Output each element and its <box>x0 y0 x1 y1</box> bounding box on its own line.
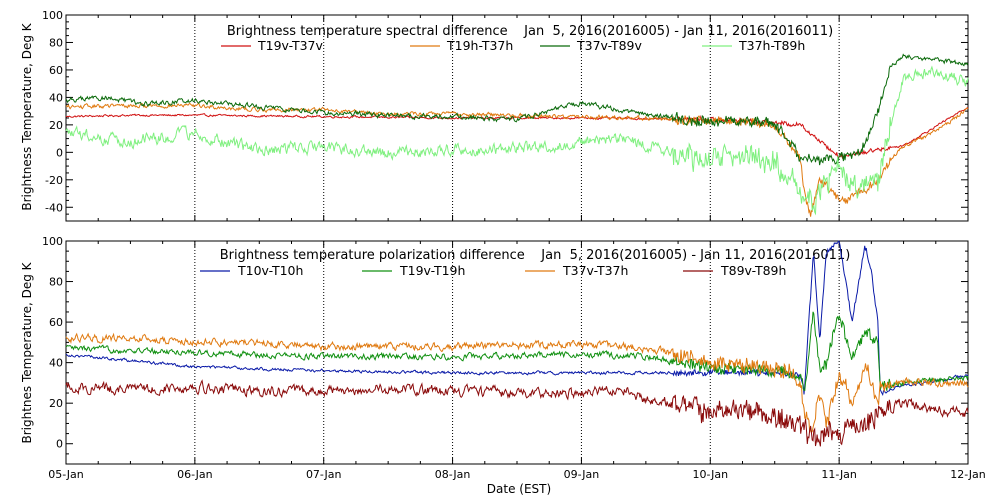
x-tick-label: 06-Jan <box>177 468 213 481</box>
y-tick-label: 40 <box>49 357 63 370</box>
legend-label: T19h-T37h <box>446 38 513 53</box>
legend-label: T19v-T19h <box>399 263 465 278</box>
y-tick-label: 0 <box>56 146 63 159</box>
x-axis-title: Date (EST) <box>487 482 551 496</box>
series-line-t89v-t89h <box>65 379 969 447</box>
series-line-t37v-t89v <box>65 53 969 166</box>
legend-label: T37h-T89h <box>738 38 805 53</box>
series-line-t19h-t37h <box>65 102 969 217</box>
series-line-t37v-t37h <box>65 332 969 434</box>
y-tick-label: 20 <box>49 397 63 410</box>
x-tick-label: 05-Jan <box>48 468 84 481</box>
series-line-t10v-t10h <box>65 240 969 396</box>
y-tick-label: 60 <box>49 64 63 77</box>
y-tick-label: 100 <box>42 9 63 22</box>
polarization-chart-title: Brightness temperature polarization diff… <box>220 248 851 263</box>
x-tick-label: 11-Jan <box>821 468 857 481</box>
series-line-t37h-t89h <box>65 65 969 216</box>
legend-label: T19v-T37v <box>257 38 324 53</box>
x-tick-label: 08-Jan <box>435 468 471 481</box>
series-line-t19v-t19h <box>65 311 969 391</box>
x-tick-label: 12-Jan <box>950 468 986 481</box>
legend-label: T89v-T89h <box>720 263 786 278</box>
y-tick-label: 20 <box>49 119 63 132</box>
spectral-difference-panel: Brightness temperature spectral differen… <box>20 9 969 222</box>
polarization-y-axis-title: Brightnes Temperature, Deg K <box>20 261 34 443</box>
y-tick-label: 40 <box>49 91 63 104</box>
y-tick-label: 0 <box>56 438 63 451</box>
y-tick-label: 80 <box>49 36 63 49</box>
legend-label: T37v-T37h <box>562 263 628 278</box>
y-tick-label: 60 <box>49 316 63 329</box>
y-tick-label: 100 <box>42 235 63 248</box>
y-tick-label: -40 <box>45 201 63 214</box>
y-tick-label: 80 <box>49 276 63 289</box>
legend-label: T37v-T89v <box>576 38 643 53</box>
x-tick-label: 10-Jan <box>693 468 729 481</box>
polarization-difference-panel: Brightness temperature polarization diff… <box>20 235 986 496</box>
x-tick-label: 09-Jan <box>564 468 600 481</box>
y-tick-label: -20 <box>45 174 63 187</box>
spectral-chart-title: Brightness temperature spectral differen… <box>227 24 833 39</box>
spectral-y-axis-title: Brightness Temperature, Deg K <box>20 22 34 210</box>
x-tick-label: 07-Jan <box>306 468 342 481</box>
legend-label: T10v-T10h <box>237 263 303 278</box>
